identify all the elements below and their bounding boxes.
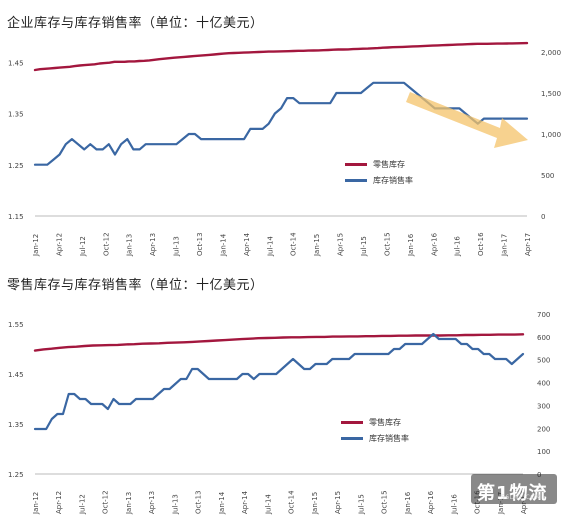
x-tick-label: Jul-16: [454, 236, 462, 257]
y-right-tick-label: 600: [537, 334, 550, 342]
x-tick-label: Jan-13: [126, 234, 134, 257]
y-left-tick-label: 1.55: [8, 321, 24, 329]
x-tick-label: Apr-12: [55, 233, 63, 256]
chart-svg: 1.15 1.25 1.35 1.45 0 500 1,000 1,500 2,000 Jan-1…: [8, 41, 561, 257]
y-right-tick-label: 200: [537, 425, 550, 433]
watermark-subtext: 56LWL.COM: [501, 494, 542, 501]
y-right-tick-label: 500: [537, 357, 550, 365]
x-tick-label: Apr-13: [149, 233, 157, 256]
x-tick-label: Jul-16: [450, 494, 458, 515]
x-tick-label: Jan-15: [311, 492, 319, 515]
trend-arrow-shape: [406, 92, 528, 148]
y-left-tick-label: 1.45: [8, 371, 24, 379]
legend-label: 零售库存: [369, 418, 401, 427]
chart-title: 企业库存与库存销售率（单位：十亿美元）: [7, 16, 264, 31]
y-left-tick-label: 1.45: [8, 59, 24, 67]
legend-swatch-retail: [341, 421, 363, 424]
x-tick-label: Jan-12: [32, 234, 40, 257]
x-tick-label: Apr-14: [243, 232, 251, 256]
x-tick-label: Jan-13: [125, 492, 133, 515]
legend-item-ratio: 库存销售率: [341, 433, 409, 447]
x-tick-label: Jul-15: [360, 236, 368, 257]
y-left-tick-label: 1.35: [8, 111, 24, 119]
x-tick-label: Apr-14: [241, 490, 249, 514]
y-right-tick-label: 500: [541, 172, 554, 180]
watermark-logo: 第1物流 56LWL.COM: [471, 474, 557, 504]
x-tick-label: Jul-12: [79, 236, 87, 257]
y-left-tick-label: 1.25: [8, 162, 24, 170]
legend-label: 库存销售率: [369, 434, 409, 443]
x-tick-label: Jan-12: [32, 492, 40, 515]
y-left-tick-label: 1.25: [8, 471, 24, 479]
x-tick-label: Jan-17: [501, 234, 509, 257]
y-right-tick-label: 100: [537, 448, 550, 456]
legend-swatch-ratio: [341, 437, 363, 440]
x-tick-label: Oct-13: [195, 490, 203, 514]
legend-swatch-ratio: [345, 179, 367, 182]
x-tick-label: Apr-15: [337, 233, 345, 256]
legend: 零售库存 库存销售率: [335, 407, 493, 457]
y-right-tick-label: 1,000: [541, 131, 561, 139]
x-tick-label: Jan-15: [313, 234, 321, 257]
x-tick-label: Oct-15: [381, 490, 389, 514]
series-line-retail: [33, 41, 529, 72]
y-right-tick-label: 0: [541, 213, 545, 221]
x-tick-label: Jul-12: [78, 494, 86, 515]
legend-item-retail: 零售库存: [345, 159, 405, 173]
legend-swatch-retail: [345, 163, 367, 166]
x-tick-label: Apr-15: [334, 491, 342, 514]
x-tick-label: Jan-14: [219, 233, 227, 257]
x-tick-label: Jan-16: [407, 233, 415, 257]
chart-panel-business: 企业库存与库存销售率（单位：十亿美元） 1.15 1.25 1.35 1.45 0 500…: [7, 16, 561, 257]
series-line-retail: [33, 333, 525, 352]
trend-arrow: [406, 92, 528, 148]
series-line-ratio: [33, 332, 525, 431]
y-right-tick-label: 1,500: [541, 90, 561, 98]
y-right-tick-label: 300: [537, 402, 550, 410]
x-tick-label: Jan-16: [404, 491, 412, 515]
legend-item-retail: 零售库存: [341, 417, 401, 431]
x-tick-label: Oct-14: [288, 490, 296, 514]
x-tick-label: Oct-14: [290, 232, 298, 256]
x-tick-label: Apr-17: [524, 233, 532, 256]
y-right-tick-label: 700: [537, 311, 550, 319]
y-left-tick-label: 1.35: [8, 421, 24, 429]
x-tick-label: Apr-16: [430, 232, 438, 256]
y-right-tick-label: 2,000: [541, 49, 561, 57]
x-tick-label: Oct-13: [196, 232, 204, 256]
x-tick-label: Oct-16: [477, 232, 485, 256]
x-tick-label: Jul-15: [357, 494, 365, 515]
chart-panel-retail: 零售库存与库存销售率（单位：十亿美元） 1.251.351.451.550100…: [0, 262, 565, 522]
x-tick-label: Oct-12: [102, 232, 110, 256]
legend-label: 库存销售率: [373, 176, 413, 185]
x-tick-label: Oct-15: [383, 232, 391, 256]
x-tick-label: Oct-12: [102, 490, 110, 514]
legend-label: 零售库存: [373, 160, 405, 169]
y-right-tick-label: 400: [537, 380, 550, 388]
x-tick-label: Jul-14: [264, 494, 272, 515]
x-tick-label: Jul-13: [173, 236, 181, 257]
x-tick-label: Apr-13: [148, 491, 156, 514]
x-tick-label: Apr-12: [55, 491, 63, 514]
legend-item-ratio: 库存销售率: [345, 175, 413, 189]
chart-title: 零售库存与库存销售率（单位：十亿美元）: [7, 278, 264, 293]
x-tick-label: Jul-13: [171, 494, 179, 515]
y-left-tick-label: 1.15: [8, 213, 24, 221]
legend: 零售库存 库存销售率: [339, 149, 497, 199]
x-tick-label: Jan-14: [218, 491, 226, 515]
watermark-text: 第1物流: [477, 483, 548, 504]
x-tick-label: Jul-14: [266, 236, 274, 257]
x-tick-label: Apr-16: [427, 490, 435, 514]
